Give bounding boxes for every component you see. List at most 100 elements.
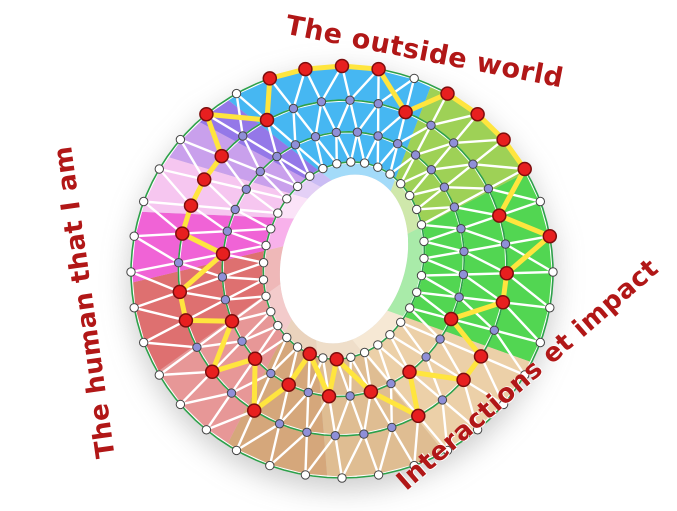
graph-node[interactable] — [396, 179, 406, 189]
graph-node[interactable] — [545, 303, 555, 313]
graph-node[interactable] — [458, 269, 469, 280]
graph-node[interactable] — [373, 470, 384, 480]
graph-node[interactable] — [442, 445, 453, 456]
graph-node[interactable] — [139, 196, 149, 207]
highlighted-node[interactable] — [411, 408, 426, 424]
highlighted-node[interactable] — [172, 284, 188, 300]
graph-node[interactable] — [266, 368, 276, 379]
graph-node[interactable] — [331, 127, 341, 138]
graph-node[interactable] — [520, 370, 530, 380]
graph-node[interactable] — [292, 181, 303, 192]
highlighted-node[interactable] — [371, 61, 386, 77]
highlighted-node[interactable] — [259, 112, 275, 128]
graph-node[interactable] — [387, 422, 397, 433]
graph-node[interactable] — [373, 340, 383, 350]
graph-node[interactable] — [405, 190, 415, 201]
graph-node[interactable] — [409, 460, 419, 471]
graph-node[interactable] — [373, 99, 383, 109]
graph-node[interactable] — [222, 226, 233, 236]
graph-node[interactable] — [359, 158, 370, 168]
graph-node[interactable] — [352, 127, 363, 137]
graph-node[interactable] — [416, 220, 427, 230]
graph-node[interactable] — [282, 332, 292, 343]
highlighted-node[interactable] — [542, 228, 558, 244]
graph-node[interactable] — [201, 425, 212, 435]
highlighted-node[interactable] — [470, 106, 485, 122]
graph-node[interactable] — [468, 159, 478, 169]
highlighted-node[interactable] — [281, 377, 296, 392]
graph-node[interactable] — [345, 391, 355, 401]
graph-node[interactable] — [419, 236, 429, 247]
graph-node[interactable] — [302, 427, 312, 437]
graph-node[interactable] — [261, 240, 271, 251]
highlighted-node[interactable] — [443, 311, 459, 327]
graph-node[interactable] — [318, 163, 328, 174]
highlighted-node[interactable] — [495, 295, 511, 310]
graph-node[interactable] — [129, 303, 139, 313]
graph-node[interactable] — [489, 325, 499, 335]
graph-node[interactable] — [456, 224, 466, 234]
highlighted-node[interactable] — [473, 349, 489, 364]
graph-node[interactable] — [454, 292, 464, 302]
graph-node[interactable] — [266, 307, 276, 317]
graph-node[interactable] — [535, 196, 545, 207]
graph-node[interactable] — [346, 352, 356, 362]
graph-node[interactable] — [318, 353, 328, 363]
highlighted-node[interactable] — [214, 148, 229, 164]
highlighted-node[interactable] — [298, 61, 313, 77]
graph-node[interactable] — [500, 239, 511, 249]
graph-node[interactable] — [316, 97, 327, 107]
graph-node[interactable] — [426, 165, 436, 175]
graph-node[interactable] — [139, 337, 149, 348]
highlighted-node[interactable] — [175, 226, 190, 241]
graph-node[interactable] — [426, 120, 436, 131]
graph-node[interactable] — [459, 246, 469, 257]
highlighted-node[interactable] — [499, 266, 514, 281]
highlighted-node[interactable] — [183, 198, 199, 213]
highlighted-node[interactable] — [262, 71, 278, 86]
graph-node[interactable] — [412, 287, 422, 297]
graph-node[interactable] — [292, 342, 303, 352]
graph-node[interactable] — [273, 320, 283, 331]
graph-node[interactable] — [409, 73, 419, 84]
highlighted-node[interactable] — [247, 351, 263, 366]
graph-node[interactable] — [217, 272, 228, 282]
highlighted-node[interactable] — [456, 372, 471, 388]
highlighted-node[interactable] — [215, 246, 231, 262]
graph-node[interactable] — [272, 151, 282, 162]
highlighted-node[interactable] — [224, 314, 240, 329]
highlighted-node[interactable] — [302, 346, 317, 362]
graph-node[interactable] — [386, 378, 396, 389]
graph-node[interactable] — [359, 429, 369, 439]
graph-node[interactable] — [410, 150, 421, 160]
graph-node[interactable] — [154, 370, 165, 380]
graph-node[interactable] — [154, 164, 165, 174]
graph-node[interactable] — [437, 395, 448, 405]
graph-node[interactable] — [258, 275, 269, 285]
graph-node[interactable] — [258, 258, 269, 268]
graph-node[interactable] — [173, 258, 184, 268]
graph-node[interactable] — [332, 159, 342, 169]
graph-node[interactable] — [192, 342, 202, 352]
graph-node[interactable] — [483, 184, 494, 194]
graph-node[interactable] — [265, 460, 275, 471]
highlighted-node[interactable] — [246, 403, 262, 418]
graph-node[interactable] — [290, 140, 301, 150]
highlighted-node[interactable] — [204, 364, 220, 380]
graph-node[interactable] — [472, 425, 483, 435]
highlighted-node[interactable] — [329, 351, 344, 367]
graph-node[interactable] — [498, 399, 509, 410]
graph-node[interactable] — [449, 138, 459, 148]
highlighted-node[interactable] — [199, 106, 214, 122]
graph-node[interactable] — [330, 431, 340, 441]
graph-node[interactable] — [385, 330, 395, 340]
graph-node[interactable] — [419, 253, 429, 264]
graph-node[interactable] — [266, 224, 276, 234]
graph-node[interactable] — [435, 334, 445, 344]
highlighted-node[interactable] — [321, 388, 337, 404]
graph-node[interactable] — [346, 157, 356, 167]
highlighted-node[interactable] — [398, 104, 413, 120]
highlighted-node[interactable] — [402, 364, 417, 380]
graph-node[interactable] — [230, 204, 240, 215]
graph-node[interactable] — [220, 295, 231, 305]
